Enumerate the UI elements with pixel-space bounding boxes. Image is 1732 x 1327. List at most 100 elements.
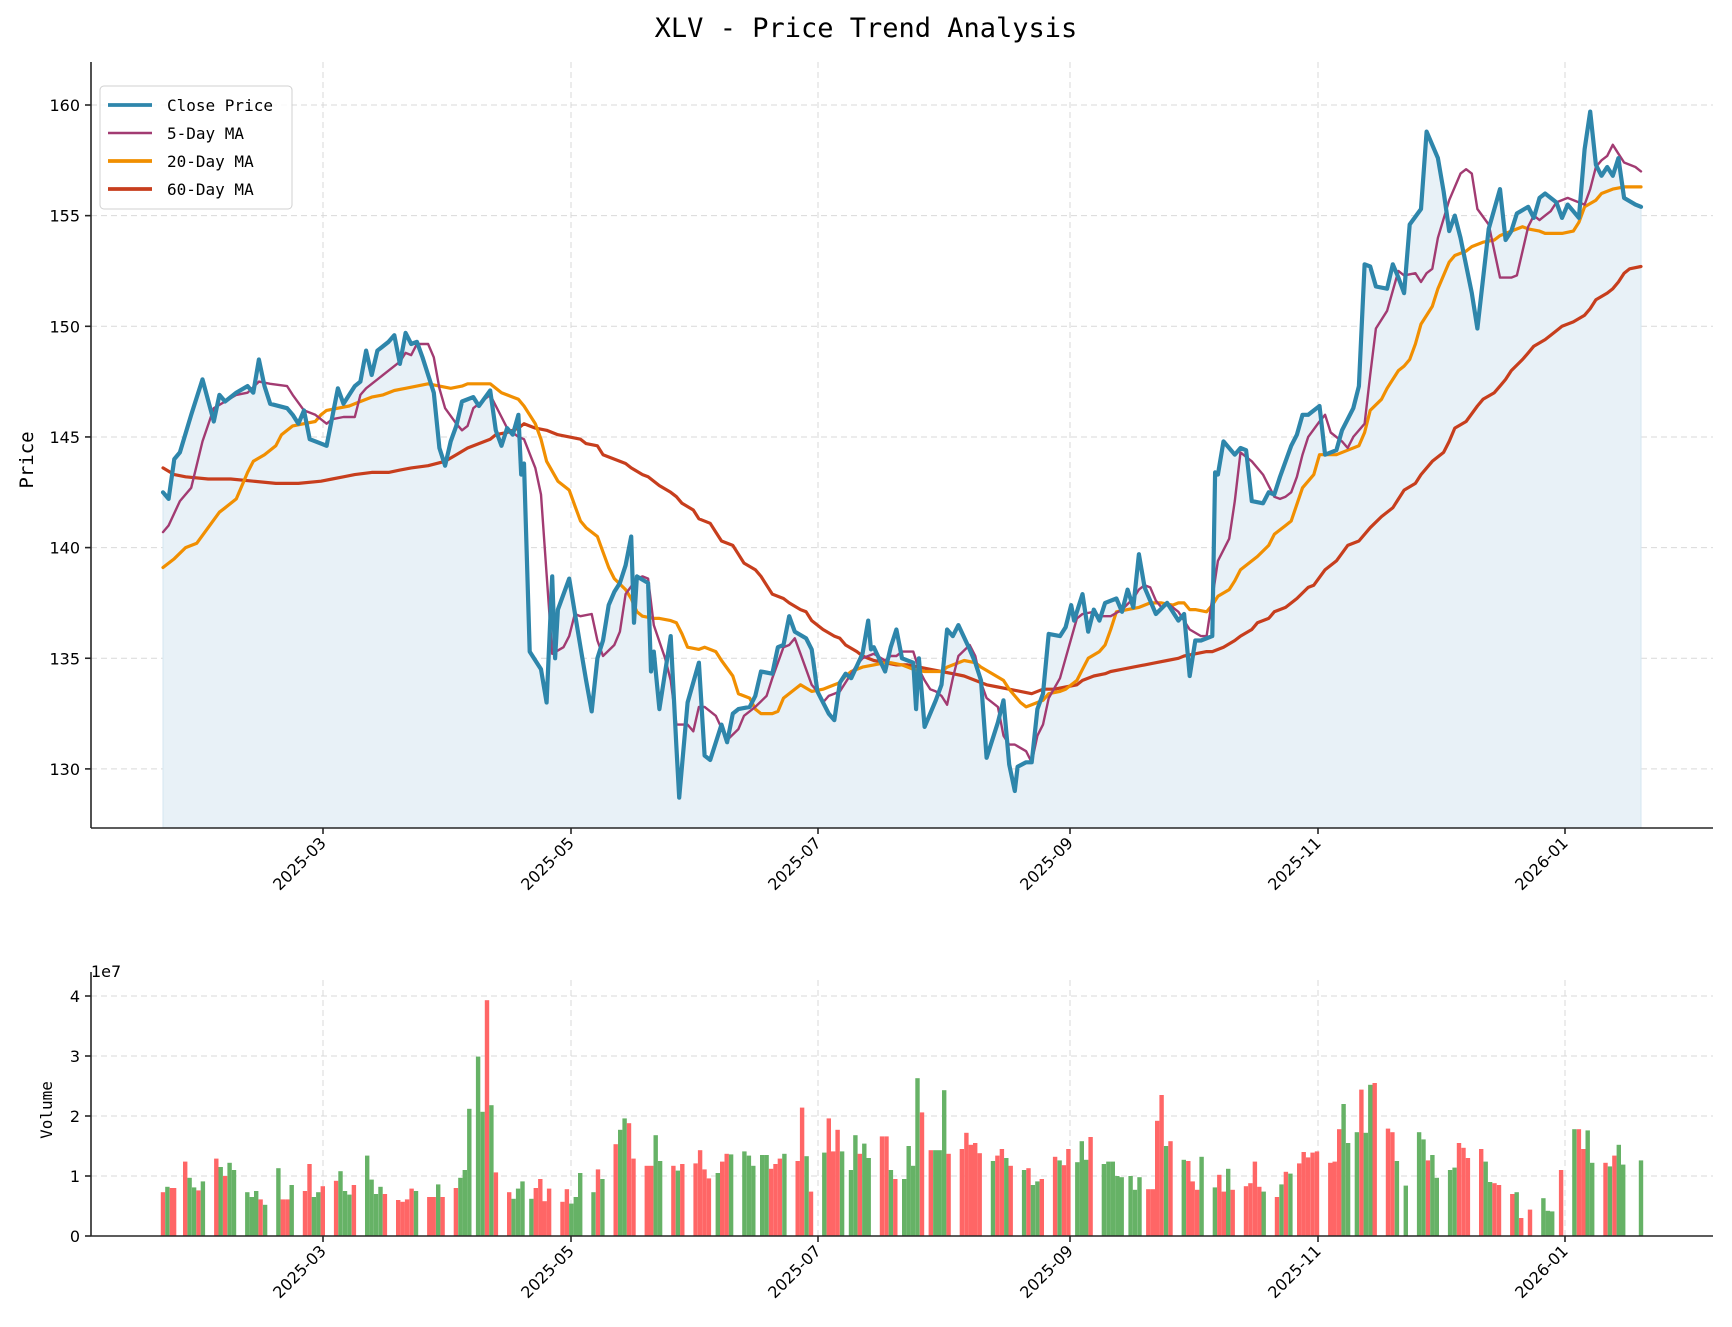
volume-bar [879,1136,885,1236]
volume-bar [618,1129,623,1236]
volume-bar [311,1197,317,1236]
volume-bar [591,1192,596,1236]
volume-bar [1252,1161,1258,1236]
volume-bar [1305,1157,1311,1236]
volume-bar [1465,1158,1471,1236]
volume-bar [857,1153,862,1236]
volume-bar [351,1185,357,1236]
volume-bar [657,1161,663,1236]
legend-entry: Close Price [167,96,273,115]
volume-bar [893,1179,898,1236]
volume-bar [1581,1149,1586,1236]
volume-bar [1372,1083,1377,1236]
volume-bar [1181,1159,1186,1236]
volume-bar [742,1151,747,1236]
price-x-tick-label: 2025-09 [1016,833,1077,894]
series-close-price [160,109,1644,800]
volume-scale-label: 1e7 [91,962,121,981]
volume-bar [933,1150,938,1236]
volume-bar [1155,1120,1160,1236]
volume-bar [715,1173,720,1236]
volume-bar [831,1151,836,1236]
volume-bar [746,1155,752,1236]
volume-bar [507,1192,512,1236]
volume-bar [644,1165,649,1236]
volume-bar [622,1118,627,1236]
series-20-day-ma [161,185,1643,716]
volume-bar [316,1192,321,1236]
volume-bar [280,1199,285,1236]
volume-bar [373,1194,379,1236]
volume-bar [680,1164,685,1236]
series-5-day-ma [161,143,1643,764]
volume-bar [808,1191,814,1236]
volume-bar [1221,1191,1226,1236]
volume-bar [440,1197,445,1236]
volume-bar [1452,1167,1457,1236]
price-x-tick-label: 2025-05 [517,833,578,894]
volume-bar [1603,1162,1608,1236]
volume-bar [475,1056,481,1236]
volume-bars [160,1000,1644,1236]
close-price-area-fill [162,111,1642,829]
volume-bar [1558,1170,1564,1236]
volume-bar [1332,1161,1337,1236]
volume-bar [1061,1165,1067,1236]
volume-bar [1621,1164,1626,1236]
volume-bar [1612,1155,1617,1236]
volume-bar [1088,1137,1093,1236]
volume-bar [751,1165,756,1236]
volume-bar [1430,1155,1435,1236]
volume-bar [342,1191,348,1236]
volume-bar [1163,1146,1169,1236]
volume-bar [1368,1084,1373,1236]
volume-bar [777,1158,783,1236]
price-y-tick-label: 140 [49,539,80,558]
volume-bar [1394,1161,1400,1236]
volume-bar [1195,1189,1200,1236]
volume-bar [1008,1165,1013,1236]
volume-bar [724,1153,729,1236]
volume-bar [1359,1089,1364,1236]
volume-bar [1230,1189,1235,1236]
volume-bar [529,1198,534,1236]
volume-bar [1461,1147,1466,1236]
volume-bar [835,1129,840,1236]
volume-axes: 0 1 2 3 4 2025-03 2025-05 2025-07 2025-09 2025-11… [70,972,1713,1302]
volume-bar [347,1194,352,1236]
volume-bar [573,1197,578,1236]
volume-bar [942,1090,947,1236]
volume-bar [1128,1176,1133,1236]
volume-bar [995,1155,1000,1236]
volume-bar [697,1150,703,1236]
volume-bar [1572,1129,1577,1236]
volume-bar [1479,1149,1484,1236]
volume-y-tick-label: 3 [70,1047,80,1066]
volume-bar [365,1155,370,1236]
volume-bar [222,1176,228,1236]
volume-bar [990,1161,996,1236]
volume-bar [191,1187,197,1236]
volume-bar [1510,1194,1515,1236]
volume-bar [542,1201,547,1236]
volume-bar [484,1000,490,1236]
volume-bar [1447,1170,1453,1236]
volume-bar [999,1149,1005,1236]
volume-bar [1021,1170,1027,1236]
volume-bar [258,1199,263,1236]
series-60-day-ma [161,264,1643,696]
volume-bar [183,1161,188,1236]
volume-bar [333,1180,339,1236]
volume-bar [848,1170,854,1236]
volume-bar [1416,1132,1422,1236]
volume-bar [853,1135,858,1236]
volume-bar [1403,1185,1408,1236]
volume-bar [1119,1177,1124,1236]
volume-bar [968,1144,973,1236]
volume-bar [254,1191,259,1236]
volume-bar [569,1203,574,1236]
volume-bar [964,1132,969,1236]
volume-bar [1274,1197,1280,1236]
volume-x-tick-label: 2025-11 [1264,1241,1325,1302]
volume-bar [196,1190,201,1236]
